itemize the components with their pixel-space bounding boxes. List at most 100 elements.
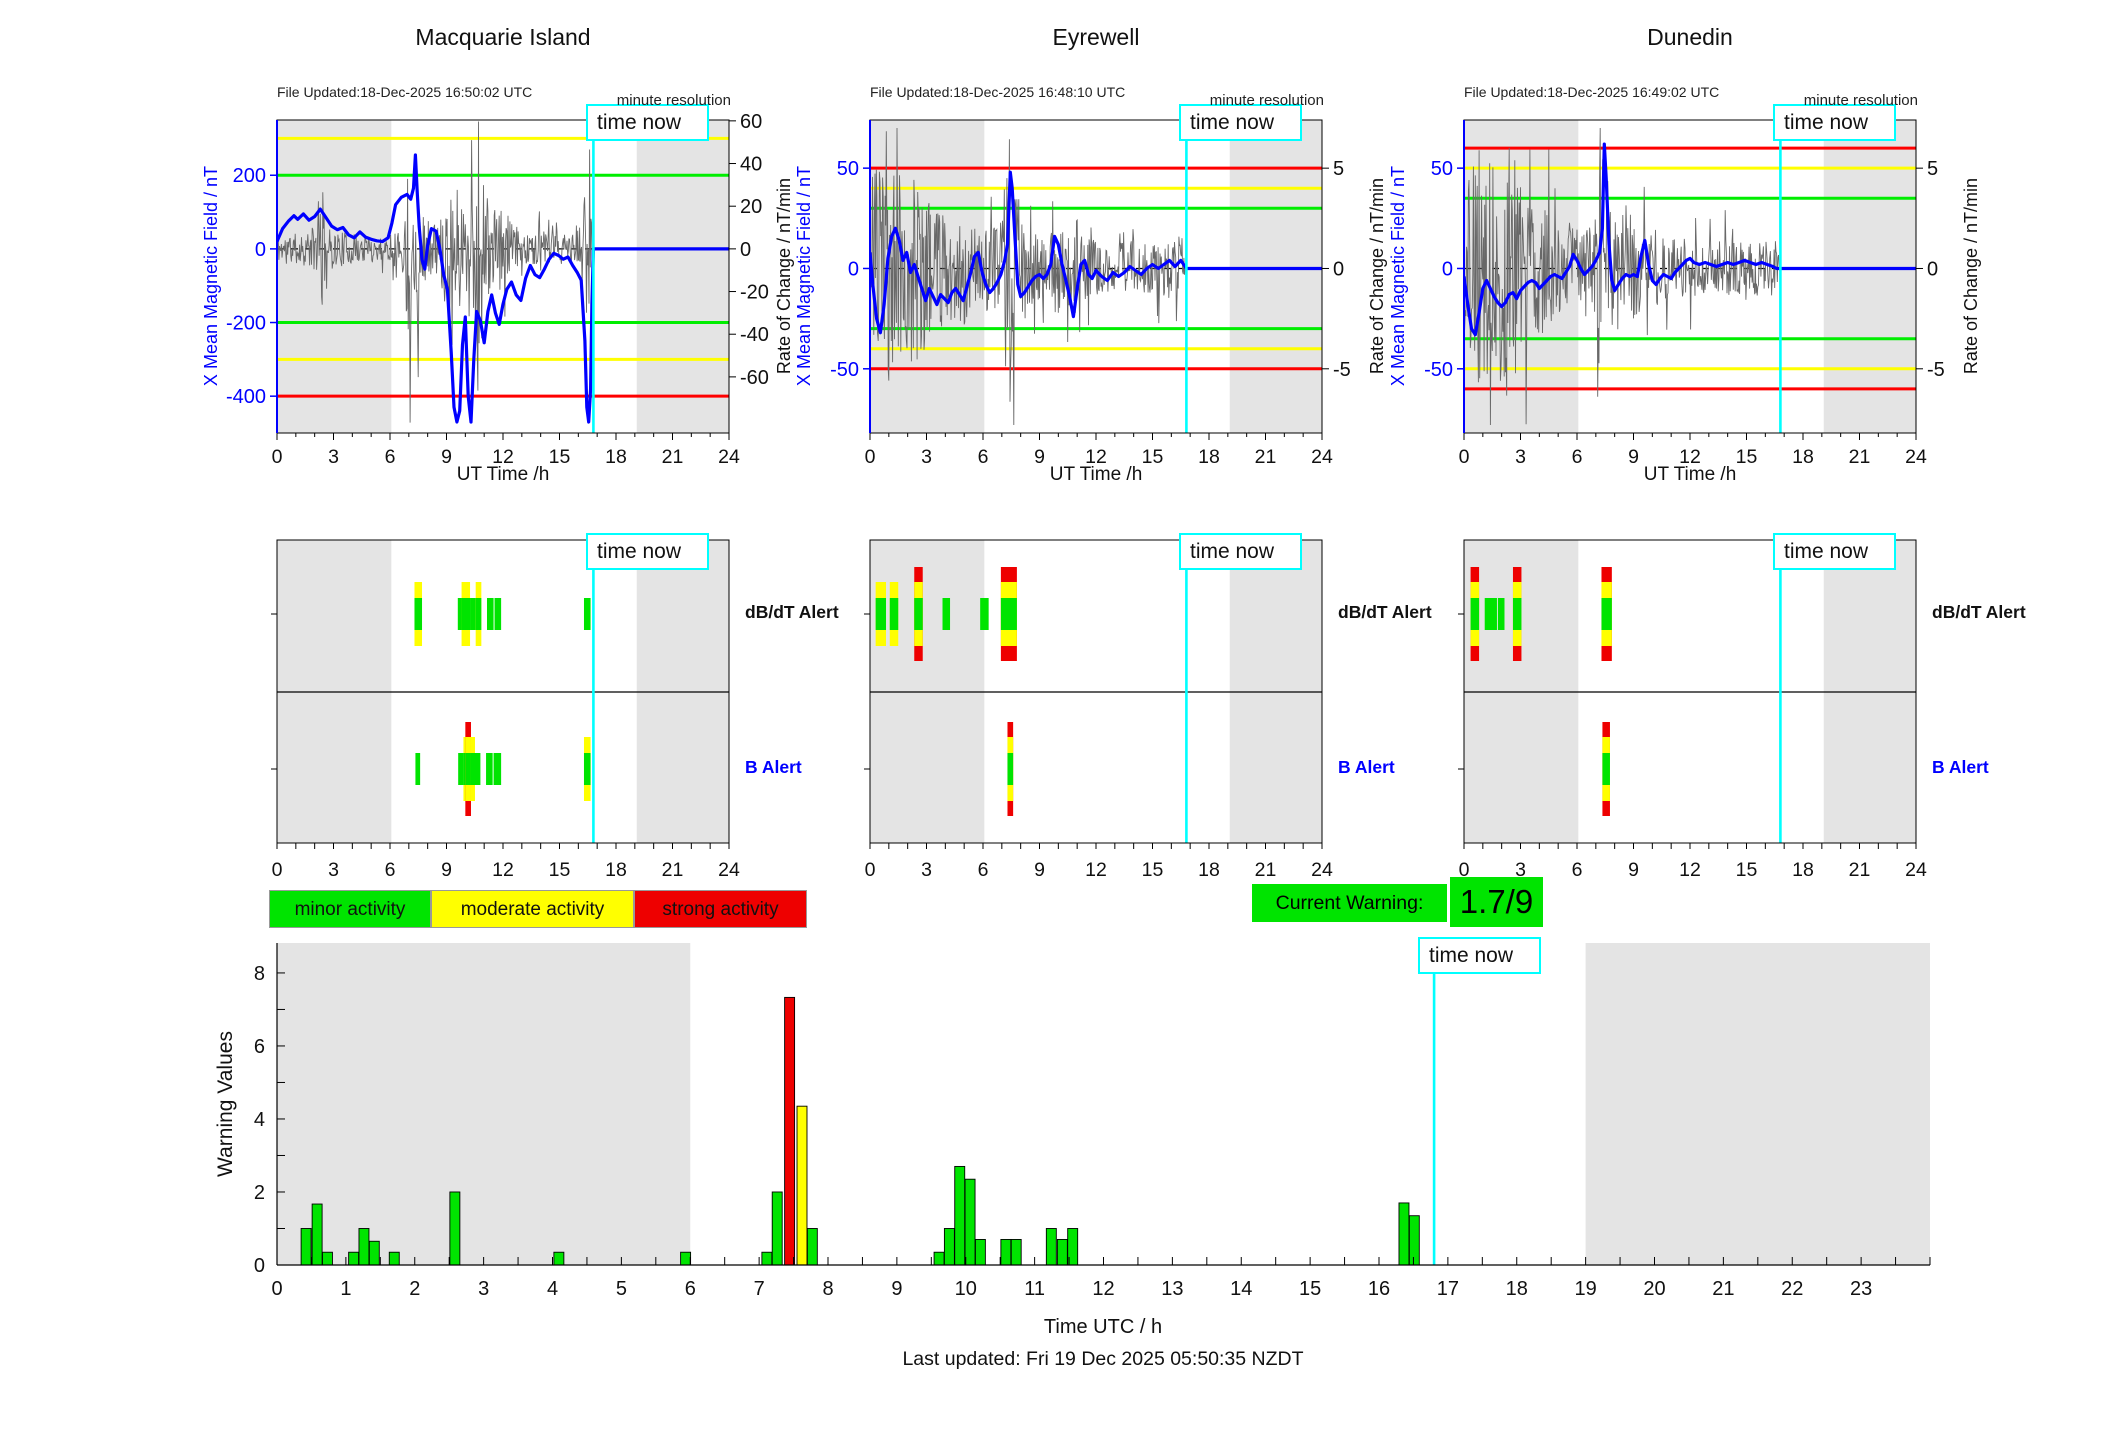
svg-text:7: 7 [754,1278,765,1300]
svg-text:12: 12 [1085,446,1107,468]
svg-text:6: 6 [1572,859,1583,881]
svg-text:1: 1 [340,1278,351,1300]
svg-text:-400: -400 [226,386,266,408]
dunedin-alert-panel: 0 3 6 9 12 15 18 21 24 [1458,539,1927,881]
dbdt-alert-label-dunedin: dB/dT Alert [1932,602,2026,622]
last-updated-text: Last updated: Fri 19 Dec 2025 05:50:35 N… [902,1348,1304,1370]
svg-text:50: 50 [1431,158,1453,180]
svg-text:6: 6 [385,446,396,468]
current-warning-label: Current Warning: [1252,884,1447,922]
time-now-box-top-eyrewell: time now [1179,104,1302,141]
svg-text:0: 0 [1927,258,1938,280]
svg-text:2: 2 [254,1182,265,1204]
svg-text:10: 10 [955,1278,977,1300]
svg-text:21: 21 [1255,859,1277,881]
svg-text:15: 15 [549,859,571,881]
svg-text:21: 21 [662,859,684,881]
svg-text:0: 0 [865,859,876,881]
svg-text:6: 6 [978,859,989,881]
svg-text:0: 0 [1459,859,1470,881]
svg-text:4: 4 [547,1278,558,1300]
svg-text:18: 18 [605,859,627,881]
minute-resolution-note-dunedin: minute resolution [1803,92,1918,109]
file-updated-eyrewell: File Updated:18-Dec-2025 16:48:10 UTC [870,84,1126,100]
warning-bar-chart: 0 1 2 3 4 5 6 7 8 9 10 11 12 13 14 15 16 17 18 19 20 21 22 2302… [254,943,1931,1300]
svg-text:14: 14 [1230,1278,1252,1300]
svg-text:24: 24 [718,859,740,881]
svg-text:18: 18 [1198,446,1220,468]
time-now-box-top-dunedin: time now [1773,104,1896,141]
svg-text:0: 0 [255,239,266,261]
svg-text:3: 3 [328,859,339,881]
svg-text:12: 12 [1085,859,1107,881]
svg-text:18: 18 [1198,859,1220,881]
svg-text:24: 24 [1905,446,1927,468]
svg-text:12: 12 [492,859,514,881]
field-axis-label-eyrewell: X Mean Magnetic Field / nT [794,166,814,386]
svg-text:22: 22 [1781,1278,1803,1300]
svg-text:12: 12 [492,446,514,468]
svg-text:12: 12 [1679,446,1701,468]
svg-text:9: 9 [891,1278,902,1300]
svg-text:2: 2 [409,1278,420,1300]
svg-text:18: 18 [1792,859,1814,881]
ut-time-axis-label-macquarie: UT Time /h [456,464,550,485]
svg-text:18: 18 [605,446,627,468]
svg-text:-50: -50 [1424,359,1453,381]
svg-text:5: 5 [616,1278,627,1300]
svg-text:24: 24 [718,446,740,468]
svg-text:24: 24 [1311,859,1333,881]
svg-text:15: 15 [1299,1278,1321,1300]
svg-text:-60: -60 [740,367,769,389]
svg-text:21: 21 [1712,1278,1734,1300]
svg-text:15: 15 [1142,859,1164,881]
svg-text:0: 0 [1442,258,1453,280]
svg-text:24: 24 [1905,859,1927,881]
time-now-box-alert-dunedin: time now [1773,533,1896,570]
svg-text:21: 21 [1849,859,1871,881]
svg-text:15: 15 [549,446,571,468]
svg-text:0: 0 [848,258,859,280]
time-now-box-top-macquarie: time now [586,104,709,141]
time-now-box-alert-macquarie: time now [586,533,709,570]
svg-text:8: 8 [254,963,265,985]
svg-text:9: 9 [441,859,452,881]
ut-time-axis-label-dunedin: UT Time /h [1643,464,1737,485]
svg-text:9: 9 [1628,446,1639,468]
dbdt-alert-label-macquarie: dB/dT Alert [745,602,839,622]
file-updated-dunedin: File Updated:18-Dec-2025 16:49:02 UTC [1464,84,1720,100]
svg-text:9: 9 [1628,859,1639,881]
svg-text:18: 18 [1506,1278,1528,1300]
svg-text:18: 18 [1792,446,1814,468]
time-now-box-alert-eyrewell: time now [1179,533,1302,570]
svg-text:11: 11 [1024,1278,1045,1300]
svg-text:9: 9 [1034,446,1045,468]
svg-text:-200: -200 [226,313,266,335]
svg-text:6: 6 [385,859,396,881]
svg-text:21: 21 [1255,446,1277,468]
svg-text:-20: -20 [740,282,769,304]
svg-text:6: 6 [978,446,989,468]
svg-text:0: 0 [740,239,751,261]
svg-text:15: 15 [1736,859,1758,881]
station-title-macquarie: Macquarie Island [415,24,591,50]
svg-text:0: 0 [254,1255,265,1277]
field-axis-label-macquarie: X Mean Magnetic Field / nT [201,166,221,386]
svg-text:-5: -5 [1927,359,1945,381]
time-utc-axis-label: Time UTC / h [1043,1316,1163,1338]
svg-text:0: 0 [272,859,283,881]
svg-text:3: 3 [478,1278,489,1300]
rate-axis-label-macquarie: Rate of Change / nT/min [774,178,794,374]
svg-text:13: 13 [1161,1278,1183,1300]
svg-text:40: 40 [740,154,762,176]
svg-text:60: 60 [740,111,762,133]
svg-text:3: 3 [1515,859,1526,881]
minute-resolution-note-macquarie: minute resolution [616,92,731,109]
station-title-dunedin: Dunedin [1647,24,1733,50]
svg-text:5: 5 [1927,158,1938,180]
svg-text:3: 3 [1515,446,1526,468]
svg-text:5: 5 [1333,158,1344,180]
station-title-eyrewell: Eyrewell [1052,24,1140,50]
